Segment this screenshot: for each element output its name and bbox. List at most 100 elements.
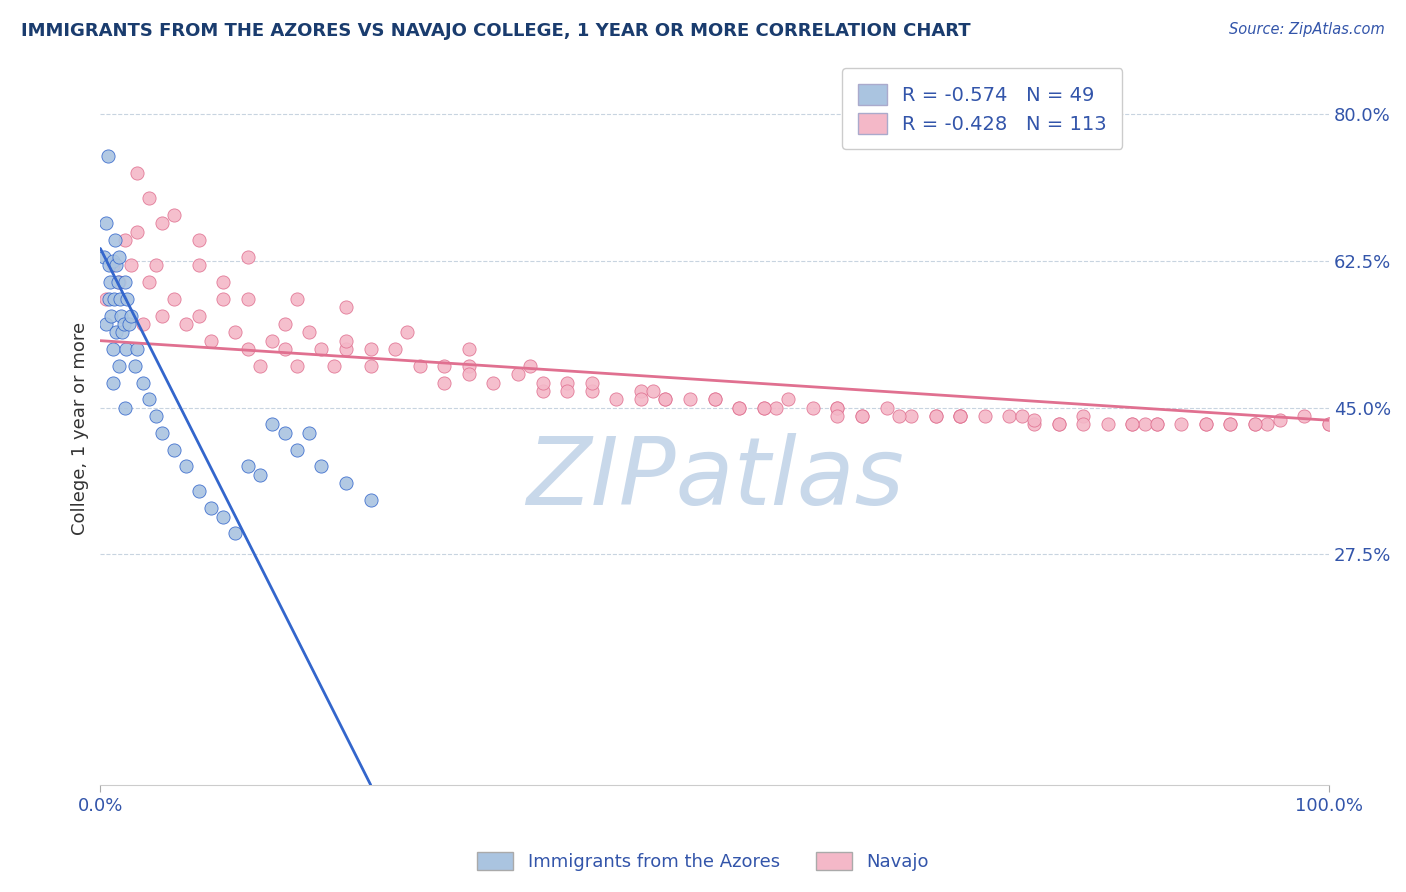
Point (654, 392, 676, 407)
Point (273, 342, 295, 356)
Point (163, 442, 186, 457)
Point (1195, 417, 1218, 432)
Legend: Immigrants from the Azores, Navajo: Immigrants from the Azores, Navajo (470, 845, 936, 879)
Point (105, 326, 128, 340)
Point (1317, 417, 1340, 432)
Point (298, 326, 321, 340)
Point (752, 401, 775, 415)
Point (110, 309, 132, 323)
Point (457, 359, 479, 373)
Point (115, 342, 138, 356)
Point (949, 409, 972, 423)
Point (145, 409, 167, 423)
Point (433, 376, 456, 390)
Point (187, 484, 209, 499)
Point (581, 376, 603, 390)
Point (114, 275, 136, 289)
Point (531, 376, 554, 390)
Point (97, 292, 120, 306)
Point (127, 225, 149, 239)
Point (124, 359, 146, 373)
Point (1022, 413, 1045, 427)
Point (150, 216, 173, 230)
Point (1011, 409, 1033, 423)
Y-axis label: College, 1 year or more: College, 1 year or more (72, 322, 89, 535)
Point (96, 216, 118, 230)
Point (752, 401, 775, 415)
Point (322, 359, 344, 373)
Point (93, 250, 115, 264)
Point (876, 401, 898, 415)
Point (285, 442, 308, 457)
Point (900, 409, 922, 423)
Point (120, 309, 142, 323)
Point (949, 409, 972, 423)
Point (1097, 417, 1119, 432)
Point (949, 409, 972, 423)
Point (1294, 409, 1316, 423)
Point (311, 459, 333, 474)
Point (285, 359, 308, 373)
Point (97, 258, 120, 272)
Point (145, 258, 167, 272)
Point (998, 409, 1021, 423)
Point (311, 342, 333, 356)
Point (107, 250, 129, 264)
Point (176, 317, 198, 331)
Point (96, 292, 118, 306)
Point (801, 401, 824, 415)
Point (531, 384, 554, 398)
Point (924, 409, 946, 423)
Point (107, 275, 129, 289)
Point (396, 326, 419, 340)
Point (851, 409, 873, 423)
Point (1146, 417, 1168, 432)
Point (335, 334, 357, 348)
Text: Source: ZipAtlas.com: Source: ZipAtlas.com (1229, 22, 1385, 37)
Point (101, 254, 124, 268)
Point (335, 300, 357, 314)
Point (482, 376, 505, 390)
Point (1256, 417, 1278, 432)
Point (101, 376, 124, 390)
Point (236, 250, 259, 264)
Point (605, 392, 627, 407)
Point (555, 376, 578, 390)
Point (409, 359, 432, 373)
Point (150, 425, 173, 440)
Point (187, 309, 209, 323)
Text: IMMIGRANTS FROM THE AZORES VS NAVAJO COLLEGE, 1 YEAR OR MORE CORRELATION CHART: IMMIGRANTS FROM THE AZORES VS NAVAJO COL… (21, 22, 970, 40)
Point (1195, 417, 1218, 432)
Point (1244, 417, 1267, 432)
Point (262, 417, 284, 432)
Point (111, 326, 134, 340)
Point (630, 392, 652, 407)
Point (1219, 417, 1241, 432)
Point (224, 326, 246, 340)
Point (1146, 417, 1168, 432)
Point (827, 409, 849, 423)
Point (114, 401, 136, 415)
Point (108, 292, 131, 306)
Point (851, 409, 873, 423)
Point (212, 509, 235, 524)
Point (298, 425, 321, 440)
Point (103, 292, 125, 306)
Point (924, 409, 946, 423)
Point (703, 392, 725, 407)
Point (138, 191, 160, 205)
Point (679, 392, 702, 407)
Point (98, 275, 121, 289)
Point (335, 342, 357, 356)
Point (555, 384, 578, 398)
Point (285, 292, 308, 306)
Point (150, 309, 173, 323)
Point (212, 275, 235, 289)
Point (249, 467, 271, 482)
Point (360, 359, 382, 373)
Point (778, 392, 800, 407)
Point (104, 233, 127, 247)
Point (506, 367, 529, 381)
Point (433, 359, 456, 373)
Point (163, 292, 186, 306)
